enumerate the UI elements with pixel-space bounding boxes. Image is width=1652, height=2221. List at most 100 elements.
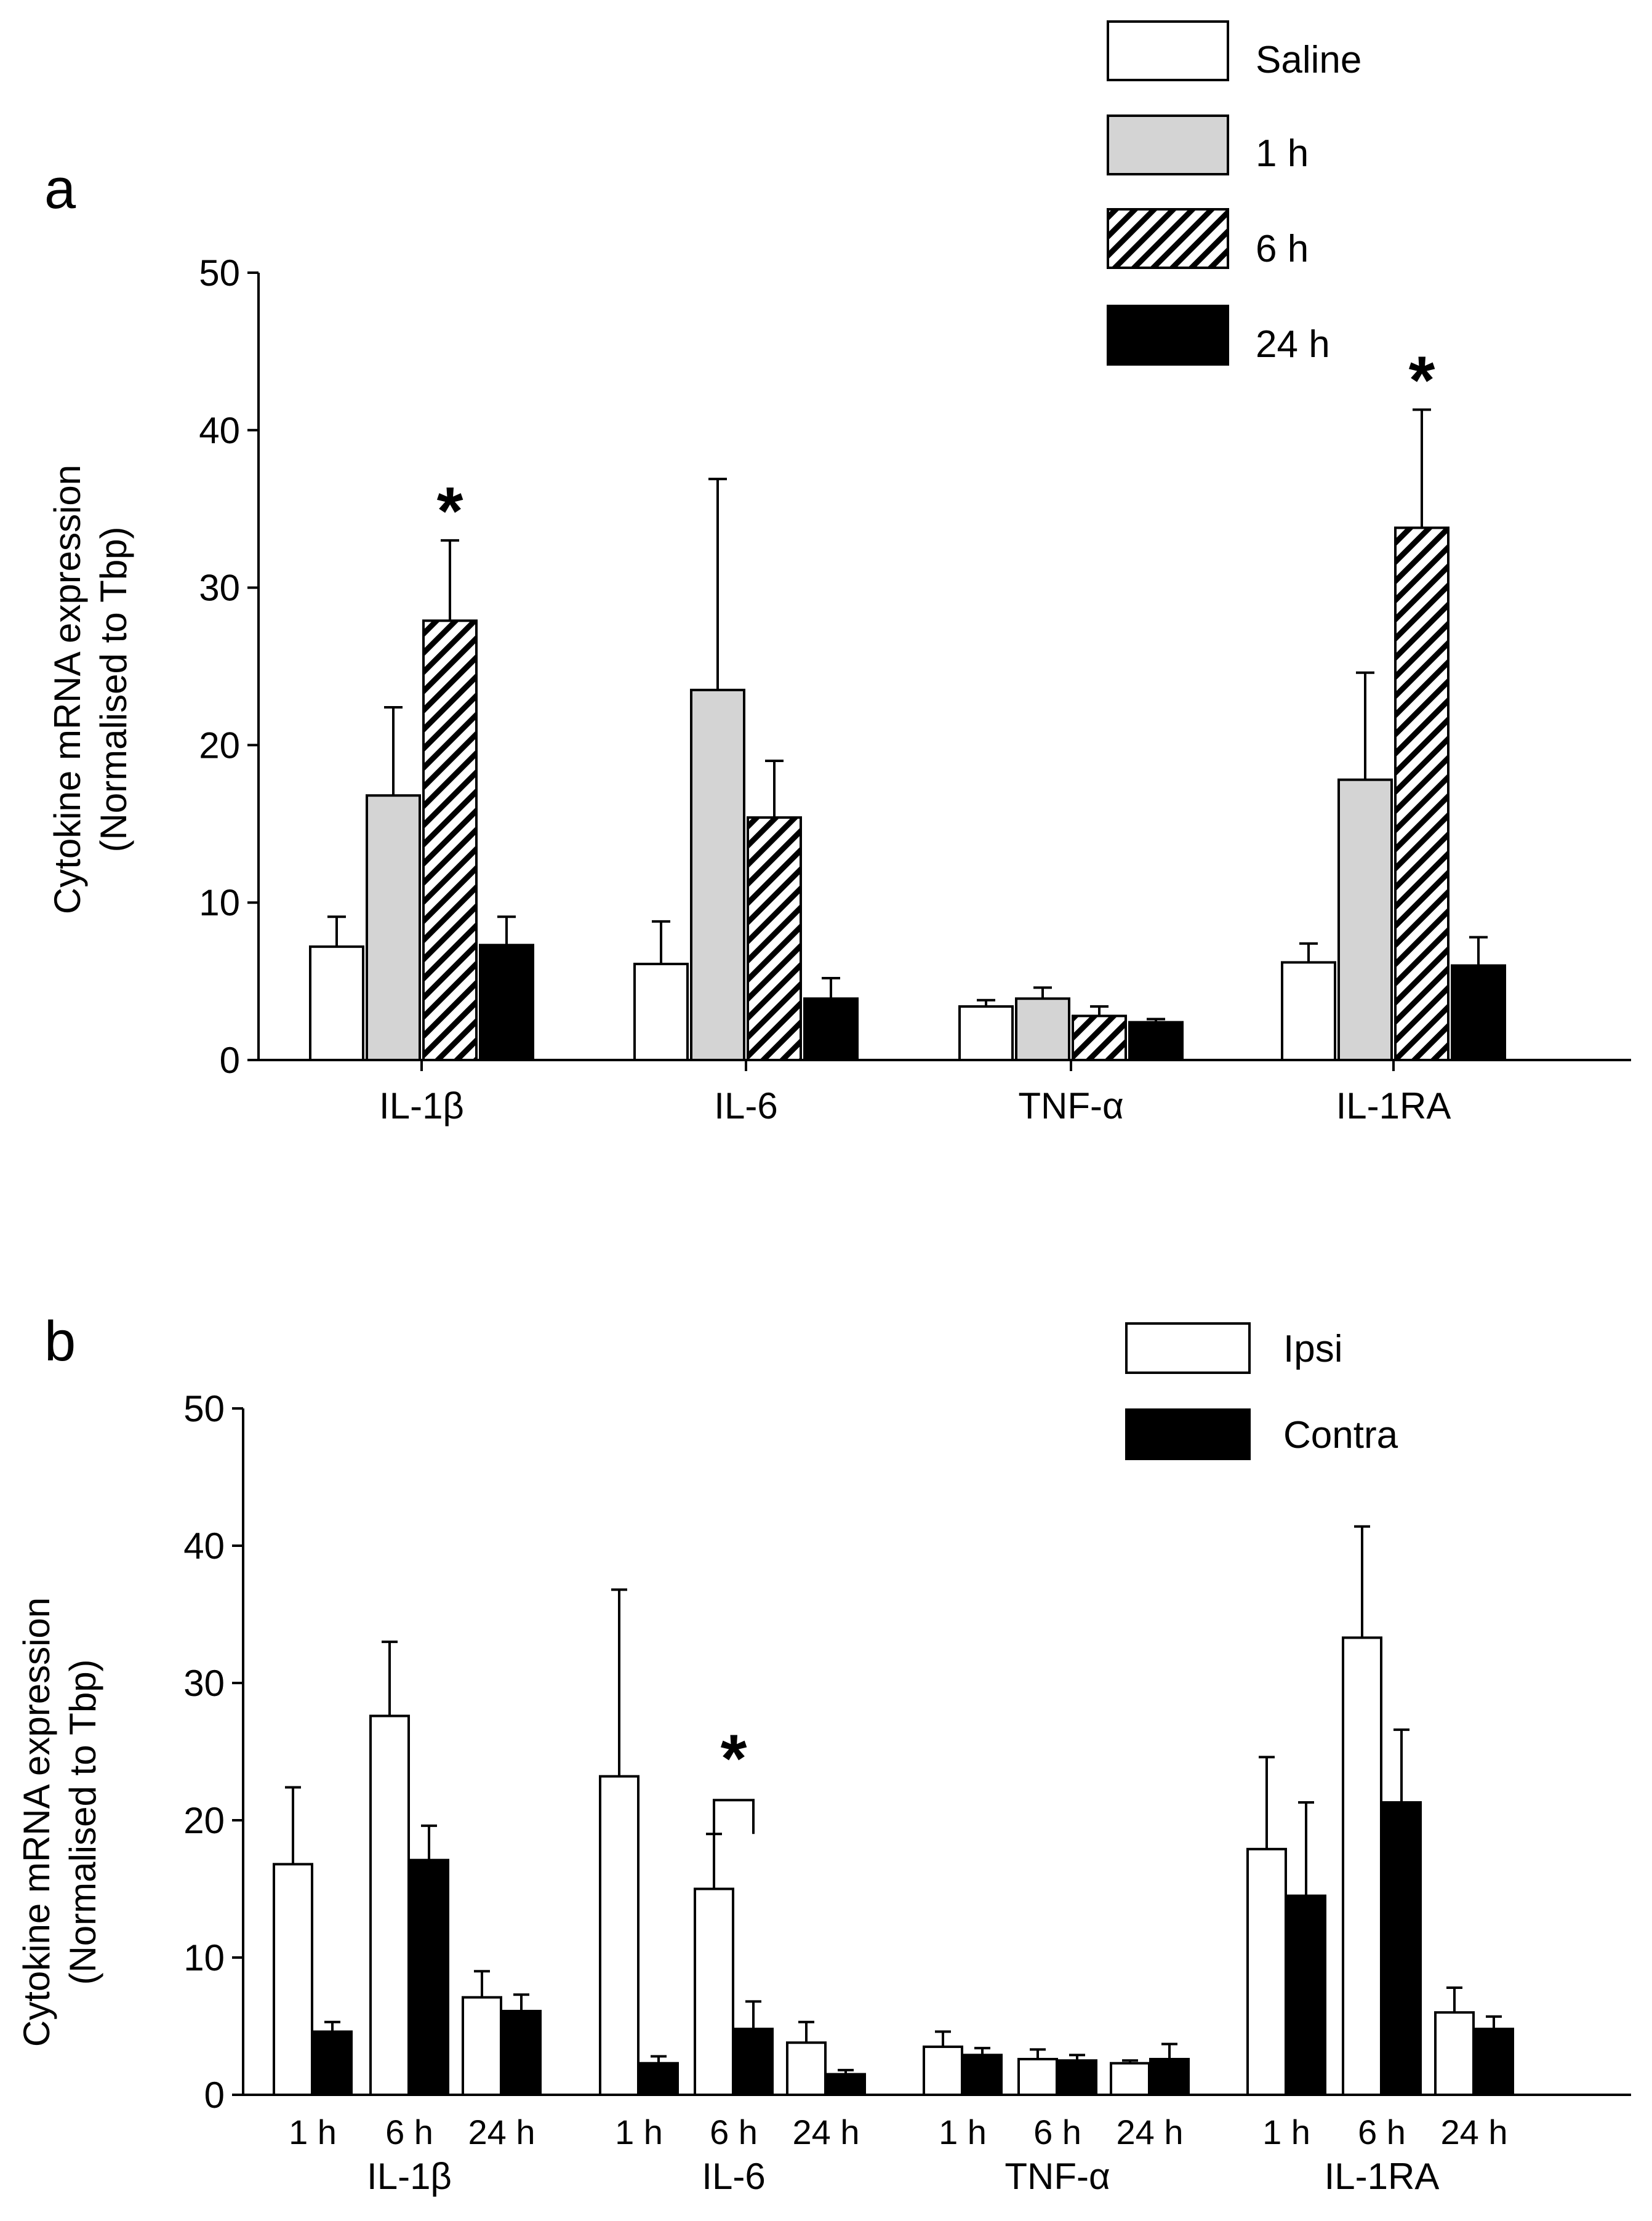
x-tick-label-il-6-6-h: 6 h — [710, 2113, 758, 2151]
x-group-label-il-1ra: IL-1RA — [1325, 2156, 1440, 2197]
panel-a-legend: Saline 1 h 6 h 24 h — [1107, 20, 1361, 366]
y-tick-label-0: 0 — [204, 2074, 225, 2116]
panel-a-annotations: ** — [437, 343, 1435, 549]
significance-bracket — [713, 1799, 755, 1837]
bar-il-1-6-h — [422, 619, 478, 1061]
bar-il-6-24-h-contra — [825, 2073, 866, 2097]
legend-swatch-contra — [1125, 1408, 1251, 1460]
bar-tnf-24-h-contra — [1149, 2058, 1190, 2097]
legend-label-6h: 6 h — [1256, 228, 1309, 270]
panel-a: a Cytokine mRNA expression (Normalised t… — [44, 20, 1631, 1127]
legend-label-1h: 1 h — [1256, 132, 1309, 175]
bar-il-1ra-24-h-ipsi — [1434, 2011, 1475, 2096]
panel-a-y-label-line-2: (Normalised to Tbp) — [93, 526, 134, 852]
bar-il-6-24-h-ipsi — [786, 2041, 827, 2097]
legend-label-24h: 24 h — [1256, 323, 1330, 366]
bar-tnf-1-h-ipsi — [923, 2045, 963, 2096]
y-tick-label-0: 0 — [220, 1040, 240, 1081]
y-tick-label-20: 20 — [183, 1800, 225, 1841]
x-tick-label-il-1-24-h: 24 h — [468, 2113, 535, 2151]
bar-il-6-6-h-contra — [733, 2027, 774, 2096]
bar-il-1ra-6-h — [1394, 526, 1450, 1061]
panel-b-y-label: Cytokine mRNA expression (Normalised to … — [16, 1597, 103, 2047]
bar-il-1ra-24-h-contra — [1474, 2027, 1514, 2096]
bar-il-6-1-h-contra — [638, 2062, 679, 2096]
legend-swatch-ipsi — [1125, 1322, 1251, 1374]
y-tick-label-40: 40 — [199, 410, 240, 451]
legend-swatch-1h — [1107, 114, 1229, 175]
x-tick-label-il-1-1-h: 1 h — [289, 2113, 337, 2151]
x-tick-label-il-1: IL-1β — [379, 1085, 464, 1127]
x-tick-label-tnf-1-h: 1 h — [939, 2113, 987, 2151]
bar-tnf-saline — [958, 1005, 1014, 1061]
significance-star: * — [1409, 343, 1435, 419]
bar-il-1ra-1-h — [1337, 778, 1393, 1062]
bar-il-6-saline — [633, 962, 689, 1062]
bar-il-1-1-h — [366, 794, 421, 1061]
y-tick-label-20: 20 — [199, 725, 240, 766]
bar-tnf-1-h-contra — [962, 2054, 1003, 2097]
bar-il-1ra-6-h-ipsi — [1342, 1636, 1382, 2096]
panel-b: b Cytokine mRNA expression (Normalised t… — [16, 1310, 1631, 2197]
bar-il-6-1-h — [690, 688, 745, 1061]
significance-star: * — [437, 473, 463, 549]
panel-a-x-axis: IL-1β IL-6 TNF-α IL-1RA — [379, 1060, 1451, 1127]
bar-il-1-24-h-contra — [501, 2009, 542, 2096]
bar-tnf-1-h — [1015, 997, 1070, 1062]
y-tick-label-50: 50 — [183, 1388, 225, 1429]
y-tick-label-30: 30 — [199, 568, 240, 609]
bar-il-1ra-6-h-contra — [1381, 1801, 1422, 2096]
bar-tnf-6-h — [1072, 1014, 1127, 1061]
x-group-label-il-6: IL-6 — [702, 2156, 765, 2197]
y-tick-label-50: 50 — [199, 252, 240, 294]
legend-swatch-24h — [1107, 305, 1229, 366]
x-group-label-tnf: TNF-α — [1004, 2156, 1110, 2197]
x-tick-label-tnf: TNF-α — [1018, 1085, 1123, 1127]
panel-b-y-label-line-1: Cytokine mRNA expression — [16, 1597, 57, 2047]
y-tick-label-10: 10 — [183, 1937, 225, 1978]
x-tick-label-il-1ra-6-h: 6 h — [1358, 2113, 1406, 2151]
bar-il-1ra-saline — [1281, 961, 1336, 1062]
panel-b-letter: b — [44, 1310, 76, 1373]
x-tick-label-il-6-24-h: 24 h — [793, 2113, 860, 2151]
bar-tnf-6-h-contra — [1057, 2059, 1097, 2096]
panel-b-bars — [273, 1525, 1514, 2097]
y-tick-label-40: 40 — [183, 1525, 225, 1567]
legend-label-saline: Saline — [1256, 39, 1361, 81]
bar-il-1-6-h-contra — [409, 1858, 449, 2096]
panel-a-y-label: Cytokine mRNA expression (Normalised to … — [47, 465, 134, 914]
legend-swatch-6h — [1107, 208, 1229, 269]
x-tick-label-il-1ra-24-h: 24 h — [1441, 2113, 1508, 2151]
panel-b-legend: Ipsi Contra — [1125, 1322, 1398, 1460]
bar-il-1-1-h-ipsi — [273, 1863, 313, 2097]
bar-il-1-1-h-contra — [312, 2030, 353, 2096]
x-group-label-il-1: IL-1β — [367, 2156, 452, 2197]
x-tick-label-tnf-24-h: 24 h — [1117, 2113, 1184, 2151]
bar-il-1ra-24-h — [1451, 964, 1506, 1062]
bar-tnf-24-h — [1128, 1021, 1184, 1062]
panel-a-bars — [309, 408, 1506, 1062]
panel-a-letter: a — [44, 158, 76, 220]
bar-il-1-6-h-ipsi — [369, 1714, 410, 2096]
bar-il-6-6-h-ipsi — [694, 1887, 734, 2096]
x-tick-label-il-1-6-h: 6 h — [385, 2113, 433, 2151]
x-tick-label-il-1ra: IL-1RA — [1336, 1085, 1451, 1127]
bar-il-1-24-h — [479, 944, 534, 1061]
legend-label-contra: Contra — [1283, 1414, 1398, 1456]
panel-b-y-label-line-2: (Normalised to Tbp) — [62, 1659, 103, 1985]
bar-il-6-1-h-ipsi — [599, 1775, 640, 2096]
bar-tnf-24-h-ipsi — [1110, 2062, 1150, 2096]
significance-star: * — [721, 1721, 747, 1796]
panel-a-y-label-line-1: Cytokine mRNA expression — [47, 465, 88, 914]
y-tick-label-10: 10 — [199, 882, 240, 923]
bar-il-1-saline — [309, 945, 364, 1061]
panel-b-annotations: * — [713, 1721, 755, 1837]
x-tick-label-tnf-6-h: 6 h — [1033, 2113, 1081, 2151]
bar-il-1-24-h-ipsi — [462, 1996, 502, 2096]
bar-tnf-6-h-ipsi — [1017, 2058, 1058, 2097]
bar-il-6-24-h — [803, 997, 859, 1062]
bar-il-1ra-1-h-ipsi — [1246, 1847, 1287, 2097]
legend-swatch-saline — [1107, 20, 1229, 81]
